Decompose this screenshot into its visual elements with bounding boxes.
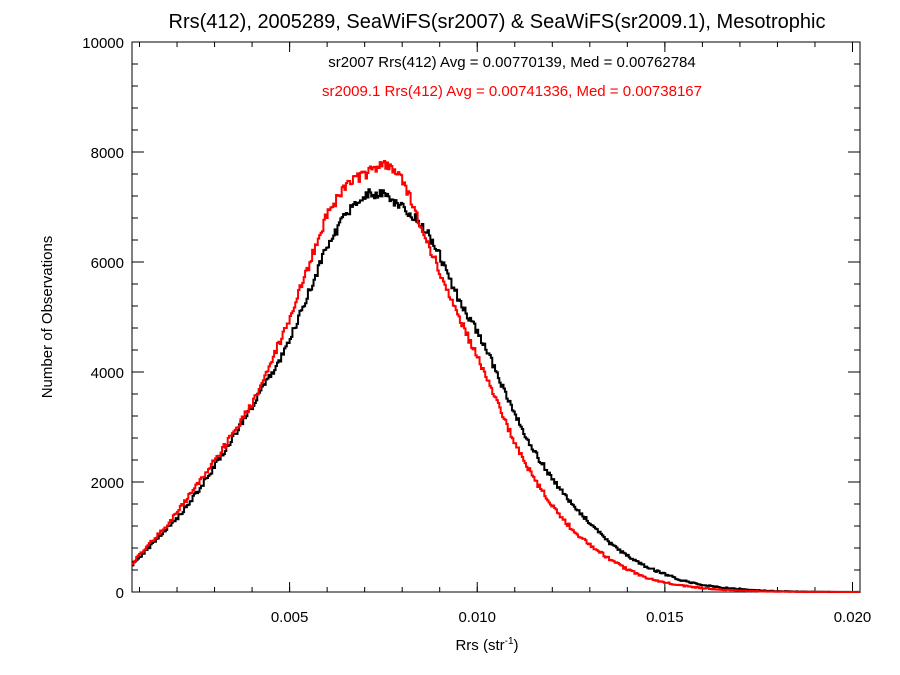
annotation-sr2007: sr2007 Rrs(412) Avg = 0.00770139, Med = …	[328, 54, 696, 71]
series-sr2009-line	[132, 160, 860, 593]
x-tick-labels: 0.005 0.010 0.015 0.020	[271, 609, 871, 626]
y-axis-label: Number of Observations	[39, 236, 56, 399]
x-tick-label: 0.010	[458, 609, 496, 626]
y-tick-label: 2000	[91, 475, 124, 492]
y-tick-label: 6000	[91, 255, 124, 272]
chart-title: Rrs(412), 2005289, SeaWiFS(sr2007) & Sea…	[169, 11, 826, 33]
y-tick-labels: 0 2000 4000 6000 8000 10000	[82, 35, 124, 602]
series-group	[132, 160, 861, 593]
x-tick-label: 0.005	[271, 609, 309, 626]
series-sr2007-line	[132, 188, 861, 593]
x-axis-label-close: )	[514, 637, 519, 654]
x-axis-label-main: Rrs (str	[455, 637, 504, 654]
y-tick-label: 10000	[82, 35, 124, 52]
y-tick-label: 4000	[91, 365, 124, 382]
x-axis-label: Rrs (str-1)	[455, 636, 518, 654]
x-tick-label: 0.020	[834, 609, 872, 626]
y-tick-label: 8000	[91, 145, 124, 162]
annotation-sr2009: sr2009.1 Rrs(412) Avg = 0.00741336, Med …	[322, 83, 702, 100]
plot-frame	[131, 41, 861, 593]
x-axis-label-sup: -1	[505, 636, 514, 647]
x-tick-label: 0.015	[646, 609, 684, 626]
y-tick-label: 0	[116, 585, 124, 602]
axis-ticks	[132, 41, 860, 593]
